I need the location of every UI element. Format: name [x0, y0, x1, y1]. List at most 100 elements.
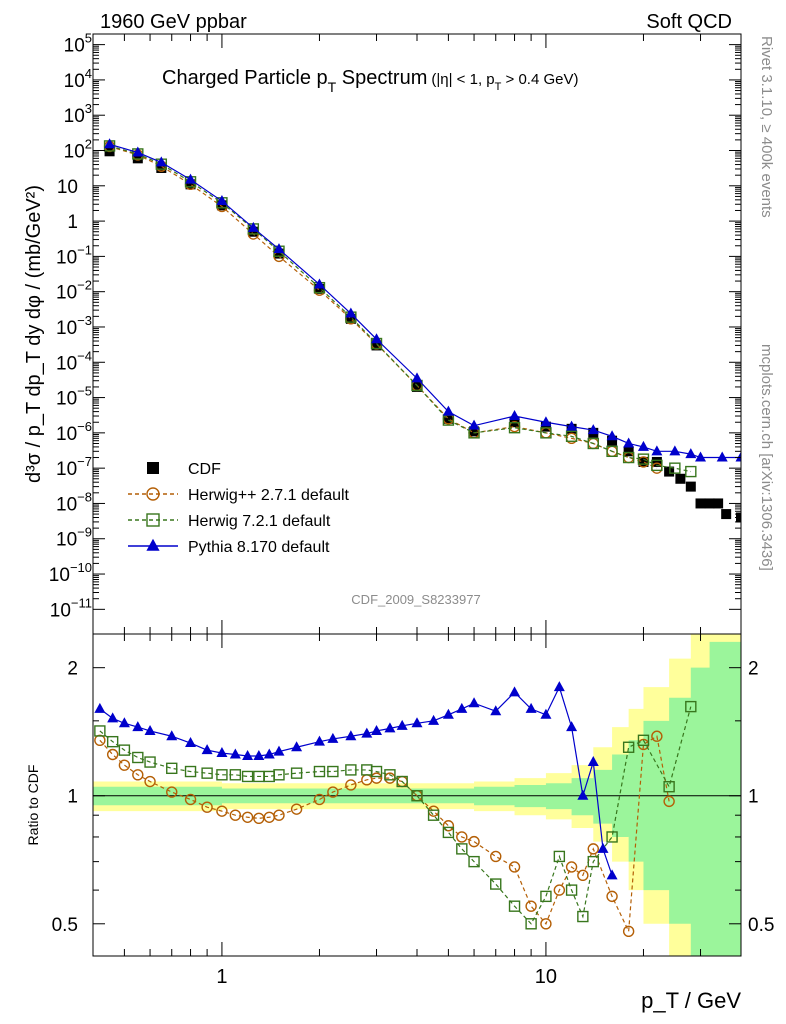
- ratio-data-point: [663, 795, 675, 808]
- main-data-point: [606, 430, 618, 441]
- ratio-data-point: [442, 826, 455, 839]
- ratio-data-point: [525, 702, 537, 713]
- main-data-point: [623, 437, 635, 448]
- ratio-data-point: [291, 741, 303, 752]
- ratio-data-point: [132, 769, 144, 781]
- main-data-point: [713, 498, 724, 509]
- main-data-point: [411, 372, 423, 383]
- legend-label: Herwig 7.2.1 default: [188, 513, 331, 530]
- ratio-data-point: [508, 900, 521, 912]
- ratio-data-point: [229, 809, 242, 821]
- ratio-data-point: [166, 762, 178, 775]
- ratio-data-point: [313, 793, 326, 806]
- ratio-data-point: [229, 748, 241, 759]
- ratio-data-point: [442, 708, 454, 719]
- main-data-point: [651, 459, 663, 472]
- ratio-data-point: [229, 769, 242, 781]
- main-data-point: [587, 424, 599, 435]
- ratio-data-point: [327, 786, 339, 798]
- main-data-point: [185, 173, 197, 184]
- ratio-data-point: [273, 769, 285, 781]
- ratio-data-point: [242, 749, 254, 760]
- ratio-data-point: [456, 843, 468, 855]
- ratio-data-point: [313, 765, 326, 778]
- ratio-data-point: [525, 918, 537, 930]
- legend-marker: [146, 513, 160, 527]
- ratio-data-point: [468, 855, 480, 868]
- ratio-y-axis-title: Ratio to CDF: [25, 765, 41, 846]
- ratio-series-line: [99, 706, 692, 925]
- ratio-data-point: [106, 748, 119, 761]
- ratio-data-point: [587, 756, 599, 767]
- legend-label: Herwig++ 2.7.1 default: [188, 487, 350, 504]
- main-y-tick-label: 103: [64, 101, 92, 127]
- ratio-data-point: [132, 721, 144, 732]
- ratio-data-point: [273, 809, 285, 821]
- ratio-data-point: [456, 831, 468, 843]
- main-data-point: [216, 195, 228, 206]
- main-panel: 10510410310210110−110−210−310−410−510−61…: [49, 31, 742, 635]
- main-data-point: [216, 200, 227, 211]
- ratio-data-point: [637, 734, 650, 746]
- main-data-point: [651, 445, 663, 456]
- ratio-data-point: [345, 764, 357, 776]
- legend: CDF Herwig++ 2.7.1 default Herwig 7.2.1 de…: [128, 461, 350, 556]
- ratio-data-point: [490, 878, 502, 890]
- main-data-point: [104, 138, 116, 149]
- header-right: Soft QCD: [646, 11, 732, 33]
- main-y-tick-label: 10: [57, 177, 78, 198]
- ratio-data-point: [290, 803, 303, 815]
- main-y-tick-label: 10−9: [56, 525, 92, 551]
- main-data-point: [371, 333, 383, 344]
- ratio-data-point: [468, 697, 480, 708]
- ratio-data-point: [411, 790, 423, 802]
- main-data-point: [566, 420, 578, 431]
- x-axis-title: p_T / GeV: [641, 988, 741, 1013]
- ratio-data-point: [201, 767, 213, 779]
- ratio-data-point: [144, 756, 156, 768]
- ratio-data-point: [606, 890, 618, 903]
- main-y-tick-label: 1: [67, 212, 78, 233]
- ratio-data-point: [106, 735, 119, 748]
- main-data-point: [540, 421, 551, 432]
- main-data-point: [669, 445, 681, 456]
- ratio-y-tick-label: 1: [67, 787, 78, 808]
- ratio-data-point: [396, 775, 408, 788]
- legend-marker: [146, 487, 160, 501]
- title-after: Spectrum: [336, 67, 427, 89]
- ratio-data-point: [577, 910, 589, 923]
- ratio-data-point: [313, 735, 325, 746]
- main-series-line: [109, 145, 691, 473]
- main-data-point: [622, 451, 635, 464]
- legend-marker: [147, 462, 159, 474]
- ratio-data-point: [216, 747, 228, 758]
- ratio-data-point: [166, 730, 178, 741]
- main-data-point: [155, 156, 167, 167]
- main-y-tick-label: 10−5: [56, 384, 92, 410]
- analysis-watermark: CDF_2009_S8233977: [351, 592, 480, 607]
- main-data-point: [638, 456, 649, 467]
- ratio-data-point: [577, 789, 589, 800]
- ratio-data-point: [118, 744, 131, 756]
- ratio-panel: 0.5 0.5 1 1 2 2 1 10: [52, 34, 775, 988]
- main-data-point: [695, 451, 707, 462]
- main-data-point: [664, 466, 675, 477]
- ratio-y-axis: 0.5 0.5 1 1 2 2: [52, 659, 775, 936]
- ratio-data-point: [185, 737, 197, 748]
- main-data-point: [637, 453, 650, 465]
- ratio-data-point: [371, 724, 383, 735]
- main-data-point: [443, 413, 454, 424]
- ratio-data-point: [606, 831, 618, 843]
- ratio-data-point: [290, 767, 303, 779]
- main-y-tick-label: 102: [64, 137, 92, 163]
- main-data-point: [313, 278, 325, 289]
- main-y-tick-label: 104: [64, 66, 92, 92]
- ratio-data-point: [94, 725, 106, 737]
- main-data-point: [587, 437, 599, 450]
- ratio-data-point: [345, 779, 357, 791]
- rivet-label: Rivet 3.1.10, ≥ 400k events: [758, 36, 775, 218]
- main-data-point: [273, 243, 285, 254]
- ratio-data-point: [553, 850, 566, 863]
- ratio-data-point: [384, 722, 396, 733]
